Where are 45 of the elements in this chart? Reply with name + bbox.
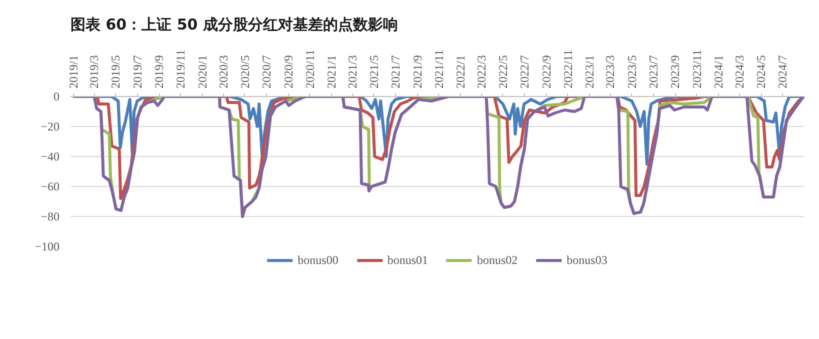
x-tick-label: 2019/3 bbox=[87, 55, 102, 88]
legend-label: bonus00 bbox=[298, 252, 338, 268]
x-tick-label: 2019/1 bbox=[66, 55, 80, 88]
x-tick-label: 2021/3 bbox=[345, 55, 360, 88]
x-tick-label: 2024/7 bbox=[776, 55, 790, 88]
x-tick-label: 2022/5 bbox=[496, 55, 510, 88]
y-tick-label: −60 bbox=[40, 180, 60, 194]
x-tick-label: 2020/5 bbox=[238, 55, 252, 88]
x-tick-label: 2020/3 bbox=[216, 55, 230, 88]
x-tick-label: 2019/9 bbox=[152, 55, 166, 88]
x-tick-label: 2022/3 bbox=[474, 55, 488, 88]
x-tick-label: 2019/5 bbox=[108, 55, 123, 88]
x-tick-label: 2019/11 bbox=[174, 50, 188, 88]
chart-title: 图表 60：上证 50 成分股分红对基差的点数影响 bbox=[70, 16, 398, 34]
legend-label: bonus02 bbox=[477, 252, 518, 268]
legend-label: bonus03 bbox=[566, 252, 608, 268]
x-tick-label: 2020/1 bbox=[195, 55, 210, 88]
x-tick-label: 2021/1 bbox=[324, 55, 339, 88]
legend-label: bonus01 bbox=[387, 252, 428, 268]
x-tick-label: 2024/5 bbox=[754, 55, 768, 88]
y-tick-label: −80 bbox=[40, 210, 60, 224]
x-tick-label: 2023/11 bbox=[690, 50, 704, 88]
x-tick-label: 2022/9 bbox=[539, 55, 554, 88]
x-tick-label: 2022/1 bbox=[453, 55, 468, 88]
x-tick-label: 2020/9 bbox=[281, 55, 296, 88]
x-tick-label: 2023/7 bbox=[646, 55, 660, 88]
y-tick-label: −40 bbox=[40, 150, 60, 164]
x-tick-label: 2021/9 bbox=[410, 55, 424, 88]
y-tick-label: −100 bbox=[34, 240, 60, 254]
x-tick-label: 2021/5 bbox=[366, 55, 381, 88]
x-tick-label: 2023/5 bbox=[624, 55, 639, 88]
x-tick-label: 2023/3 bbox=[603, 55, 618, 88]
x-tick-label: 2023/1 bbox=[582, 55, 596, 88]
x-tick-label: 2022/7 bbox=[517, 55, 532, 88]
x-tick-label: 2024/1 bbox=[711, 55, 726, 88]
x-tick-label: 2021/11 bbox=[432, 50, 446, 88]
x-tick-label: 2024/3 bbox=[732, 55, 747, 88]
y-tick-label: 0 bbox=[54, 90, 60, 104]
x-tick-label: 2021/7 bbox=[388, 55, 402, 88]
x-tick-label: 2020/7 bbox=[260, 55, 274, 88]
x-tick-label: 2023/9 bbox=[668, 55, 682, 88]
x-tick-label: 2019/7 bbox=[130, 55, 144, 88]
y-tick-label: −20 bbox=[40, 120, 60, 134]
x-tick-label: 2020/11 bbox=[302, 50, 317, 88]
x-tick-label: 2022/11 bbox=[560, 50, 575, 88]
